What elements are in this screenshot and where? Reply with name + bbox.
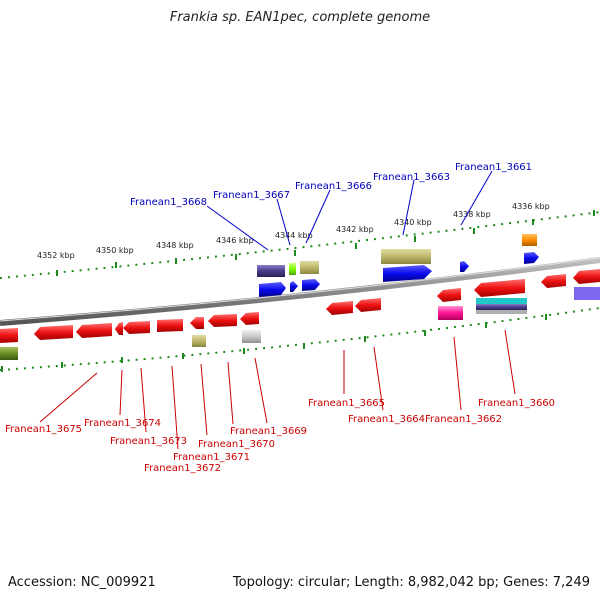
- gene-label[interactable]: Franean1_3673: [110, 436, 187, 447]
- gene-label[interactable]: Franean1_3667: [213, 190, 290, 201]
- gene-arrow[interactable]: [123, 321, 150, 334]
- gene-feature[interactable]: [522, 234, 537, 246]
- gene-label[interactable]: Franean1_3672: [144, 463, 221, 474]
- gene-arrow[interactable]: [326, 301, 353, 315]
- bottom-callout-lines: [39, 329, 516, 450]
- gene-label[interactable]: Franean1_3668: [130, 197, 207, 208]
- gene-arrow[interactable]: [0, 328, 18, 343]
- reverse-genes: [0, 269, 600, 360]
- gene-label[interactable]: Franean1_3665: [308, 398, 385, 409]
- gene-label[interactable]: Franean1_3670: [198, 439, 275, 450]
- kbp-label: 4350 kbp: [96, 246, 134, 255]
- kbp-label: 4348 kbp: [156, 241, 194, 250]
- topology-text: Topology: circular; Length: 8,982,042 bp…: [232, 575, 590, 590]
- gene-feature[interactable]: [381, 249, 431, 264]
- kbp-label: 4336 kbp: [512, 202, 550, 211]
- gene-arrow[interactable]: [34, 325, 73, 340]
- kbp-label: 4342 kbp: [336, 225, 374, 234]
- accession-text: Accession: NC_009921: [8, 575, 156, 590]
- gene-arrow[interactable]: [474, 279, 525, 297]
- gene-label[interactable]: Franean1_3664: [348, 414, 425, 425]
- gene-feature[interactable]: [0, 347, 18, 360]
- gene-feature[interactable]: [476, 310, 527, 314]
- gene-arrow[interactable]: [573, 269, 600, 284]
- gene-feature[interactable]: [476, 298, 527, 304]
- gene-arrow[interactable]: [524, 252, 539, 264]
- gene-arrow[interactable]: [460, 261, 469, 272]
- top-major-ticks: [56, 210, 595, 276]
- gene-label[interactable]: Franean1_3661: [455, 162, 532, 173]
- gene-feature[interactable]: [438, 306, 463, 320]
- gene-label[interactable]: Franean1_3662: [425, 414, 502, 425]
- gene-arrow[interactable]: [208, 314, 237, 327]
- gene-label[interactable]: Franean1_3666: [295, 181, 372, 192]
- gene-arrow[interactable]: [355, 298, 381, 312]
- gene-feature[interactable]: [574, 287, 600, 300]
- gene-label[interactable]: Franean1_3675: [5, 424, 82, 435]
- gene-arrow[interactable]: [437, 288, 461, 302]
- gene-label[interactable]: Franean1_3669: [230, 426, 307, 437]
- bottom-major-ticks: [1, 314, 547, 372]
- top-gene-labels: Franean1_3668 Franean1_3667 Franean1_366…: [130, 162, 532, 208]
- gene-feature[interactable]: [257, 265, 285, 277]
- gene-arrow[interactable]: [541, 274, 566, 288]
- gene-label[interactable]: Franean1_3674: [84, 418, 161, 429]
- gene-arrow[interactable]: [190, 317, 204, 329]
- gene-arrow[interactable]: [157, 319, 183, 332]
- gene-arrow[interactable]: [383, 265, 432, 282]
- bottom-gene-labels: Franean1_3675 Franean1_3674 Franean1_367…: [5, 398, 555, 474]
- gene-arrow[interactable]: [76, 323, 112, 338]
- gene-arrow[interactable]: [290, 281, 298, 292]
- gene-arrow[interactable]: [259, 282, 286, 297]
- kbp-labels: 4352 kbp 4350 kbp 4348 kbp 4346 kbp 4344…: [37, 202, 550, 260]
- gene-label[interactable]: Franean1_3663: [373, 172, 450, 183]
- forward-genes: [257, 234, 539, 297]
- kbp-label: 4340 kbp: [394, 218, 432, 227]
- map-title: Frankia sp. EAN1pec, complete genome: [169, 10, 431, 25]
- gene-feature[interactable]: [476, 304, 527, 310]
- kbp-label: 4352 kbp: [37, 251, 75, 260]
- kbp-label: 4346 kbp: [216, 236, 254, 245]
- gene-label[interactable]: Franean1_3660: [478, 398, 555, 409]
- top-callout-lines: [206, 170, 493, 251]
- gene-feature[interactable]: [242, 330, 261, 343]
- gene-arrow[interactable]: [302, 279, 320, 291]
- gene-feature[interactable]: [192, 335, 206, 347]
- gene-feature[interactable]: [300, 261, 319, 274]
- kbp-label: 4344 kbp: [275, 231, 313, 240]
- kbp-label: 4338 kbp: [453, 210, 491, 219]
- gene-arrow[interactable]: [115, 322, 123, 335]
- genome-backbone: [0, 257, 600, 326]
- gene-arrow[interactable]: [240, 312, 259, 325]
- gene-label[interactable]: Franean1_3671: [173, 452, 250, 463]
- gene-feature[interactable]: [289, 263, 296, 275]
